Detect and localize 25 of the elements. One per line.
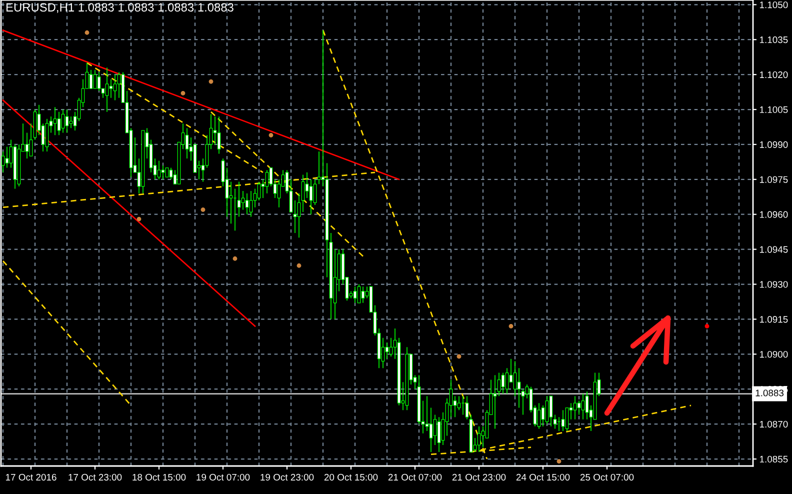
y-tick-label: 1.0945: [760, 246, 788, 253]
y-tick-label: 1.0990: [760, 141, 788, 148]
x-tick-label: 17 Oct 23:00: [68, 474, 122, 481]
x-tick-label: 21 Oct 07:00: [388, 474, 442, 481]
y-tick-label: 1.0870: [760, 420, 788, 428]
y-tick-label: 1.0900: [760, 350, 788, 358]
x-tick-label: 19 Oct 07:00: [196, 474, 250, 481]
chart-title: EURUSD,H1 1.0883 1.0883 1.0883 1.0883: [6, 3, 234, 13]
x-tick-label: 17 Oct 2016: [6, 474, 56, 481]
x-tick-label: 21 Oct 23:00: [452, 474, 506, 481]
x-tick-label: 24 Oct 15:00: [516, 474, 570, 481]
x-tick-label: 19 Oct 23:00: [260, 474, 314, 481]
y-tick-label: 1.1035: [760, 36, 788, 44]
y-tick-label: 1.0915: [760, 316, 788, 323]
y-tick-label: 1.0975: [760, 176, 788, 183]
y-tick-label: 1.1020: [760, 71, 788, 78]
ref-line-label: 1.0883: [756, 390, 784, 396]
y-tick-label: 1.0930: [760, 281, 788, 288]
x-tick-label: 20 Oct 15:00: [324, 474, 378, 481]
y-tick-label: 1.0960: [760, 211, 788, 218]
y-tick-label: 1.0855: [760, 456, 788, 463]
x-tick-label: 25 Oct 07:00: [580, 474, 634, 481]
y-tick-label: 1.1050: [760, 1, 788, 8]
y-tick-label: 1.1005: [760, 106, 788, 114]
x-tick-label: 18 Oct 15:00: [132, 474, 186, 481]
